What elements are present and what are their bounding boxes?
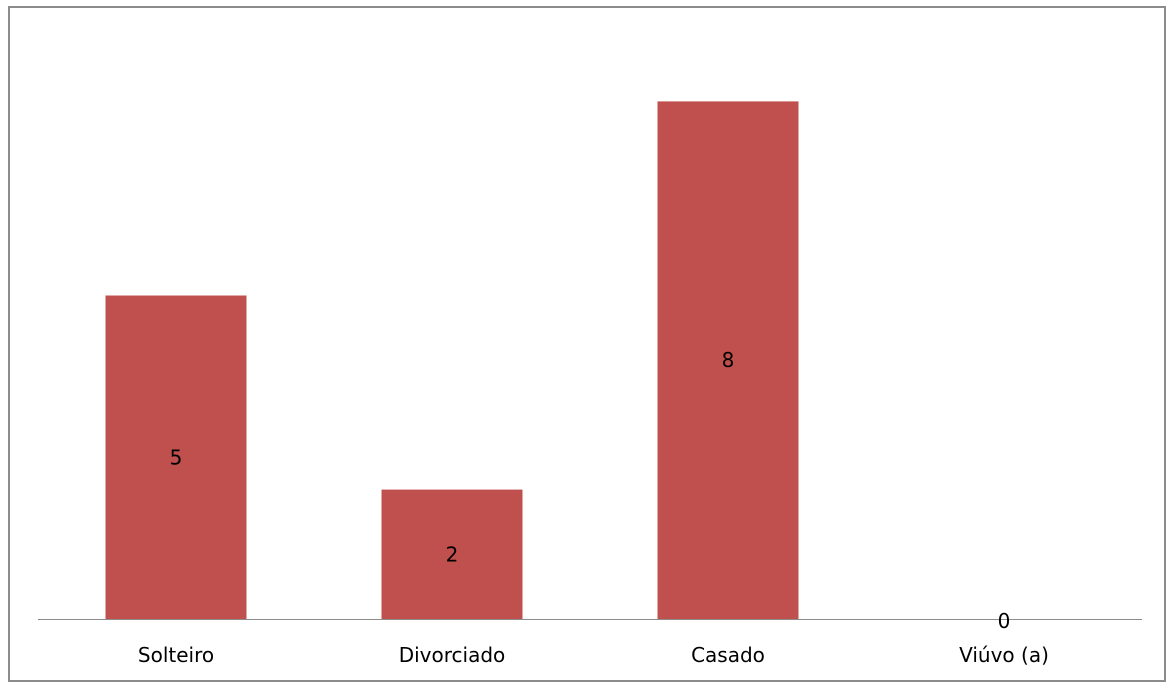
category-label: Solteiro <box>138 643 214 667</box>
data-label: 0 <box>998 609 1011 633</box>
bar-divorciado <box>381 489 523 619</box>
category-label: Divorciado <box>399 643 506 667</box>
data-label: 8 <box>722 348 735 372</box>
bar-solteiro <box>105 295 247 619</box>
bar-casado <box>657 101 799 619</box>
data-label: 2 <box>446 542 459 566</box>
data-label: 5 <box>170 445 183 469</box>
category-label: Casado <box>691 643 765 667</box>
category-label: Viúvo (a) <box>959 643 1049 667</box>
